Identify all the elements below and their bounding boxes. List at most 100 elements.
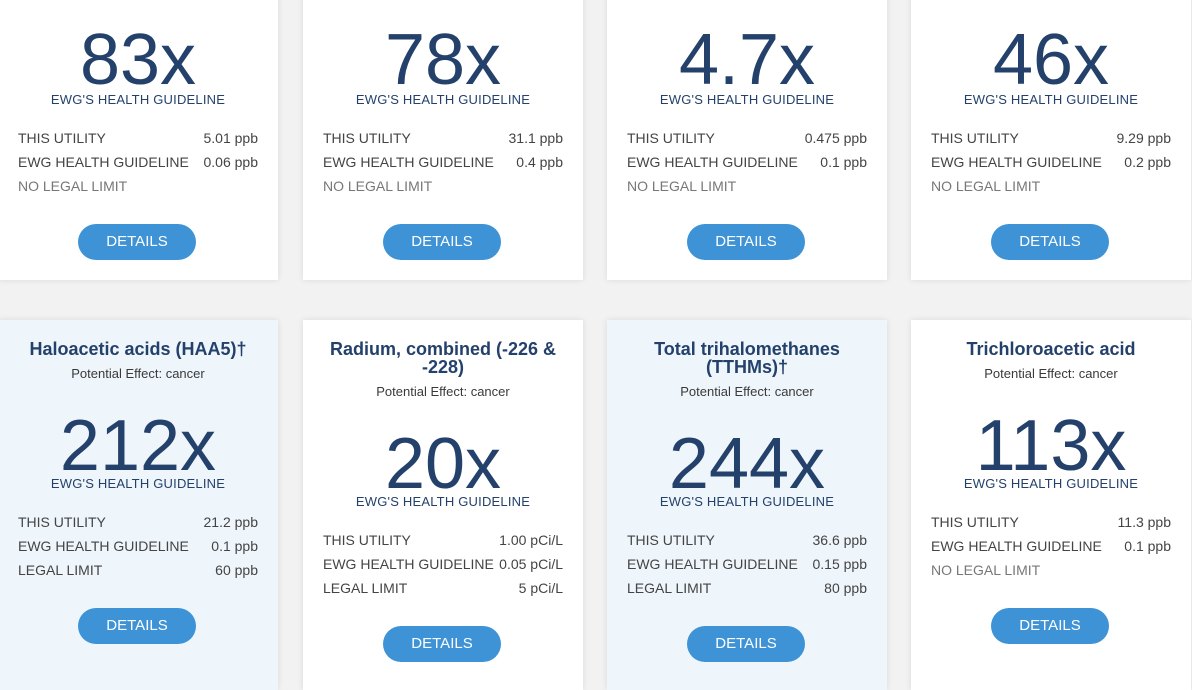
row-label: THIS UTILITY	[323, 532, 411, 548]
guideline-label: EWG'S HEALTH GUIDELINE	[659, 92, 835, 107]
row-label: EWG HEALTH GUIDELINE	[18, 154, 189, 170]
legal-limit-row: LEGAL LIMIT 80 ppb	[627, 576, 867, 600]
row-value: 21.2 ppb	[203, 514, 259, 530]
row-value: 60 ppb	[215, 562, 258, 578]
legal-limit-row: LEGAL LIMIT 60 ppb	[18, 558, 258, 582]
row-label: EWG HEALTH GUIDELINE	[323, 556, 494, 572]
row-value: 0.2 ppb	[1124, 154, 1171, 170]
potential-effect: Potential Effect: cancer	[680, 384, 814, 399]
legal-limit-row: NO LEGAL LIMIT	[931, 174, 1171, 198]
multiplier-value: 78x	[384, 20, 502, 100]
row-label: EWG HEALTH GUIDELINE	[931, 538, 1102, 554]
guideline-label: EWG'S HEALTH GUIDELINE	[50, 92, 226, 107]
row-label: THIS UTILITY	[18, 130, 106, 146]
measurement-rows: THIS UTILITY 21.2 ppb EWG HEALTH GUIDELIN…	[18, 510, 258, 582]
measurement-rows: THIS UTILITY 5.01 ppb EWG HEALTH GUIDELIN…	[18, 126, 258, 198]
multiplier-value: 4.7x	[678, 20, 816, 100]
guideline-row: EWG HEALTH GUIDELINE 0.4 ppb	[323, 150, 563, 174]
multiplier-value: 83x	[79, 20, 197, 100]
legal-limit-row: NO LEGAL LIMIT	[627, 174, 867, 198]
potential-effect: Potential Effect: cancer	[376, 384, 510, 399]
contaminant-title[interactable]: Trichloroacetic acid	[966, 339, 1136, 359]
contaminant-title[interactable]: Radium, combined (-226 & -228)	[329, 339, 557, 377]
row-label: EWG HEALTH GUIDELINE	[18, 538, 189, 554]
row-label: NO LEGAL LIMIT	[323, 178, 433, 194]
guideline-row: EWG HEALTH GUIDELINE 0.15 ppb	[627, 552, 867, 576]
row-value: 9.29 ppb	[1116, 130, 1172, 146]
legal-limit-row: NO LEGAL LIMIT	[323, 174, 563, 198]
legal-limit-row: NO LEGAL LIMIT	[931, 558, 1171, 582]
row-value: 5 pCi/L	[518, 580, 563, 596]
row-label: EWG HEALTH GUIDELINE	[627, 154, 798, 170]
row-label: THIS UTILITY	[931, 130, 1019, 146]
row-value: 0.05 pCi/L	[499, 556, 563, 572]
utility-row: THIS UTILITY 21.2 ppb	[18, 510, 258, 534]
row-label: EWG HEALTH GUIDELINE	[931, 154, 1102, 170]
contaminant-card: Total trihalomethanes (TTHMs)† Potential…	[607, 320, 887, 690]
guideline-row: EWG HEALTH GUIDELINE 0.1 ppb	[18, 534, 258, 558]
guideline-label: EWG'S HEALTH GUIDELINE	[50, 476, 226, 491]
utility-row: THIS UTILITY 31.1 ppb	[323, 126, 563, 150]
guideline-row: EWG HEALTH GUIDELINE 0.05 pCi/L	[323, 552, 563, 576]
row-label: THIS UTILITY	[931, 514, 1019, 530]
row-label: NO LEGAL LIMIT	[627, 178, 737, 194]
row-label: THIS UTILITY	[627, 532, 715, 548]
row-label: NO LEGAL LIMIT	[931, 562, 1041, 578]
guideline-label: EWG'S HEALTH GUIDELINE	[963, 476, 1139, 491]
row-label: LEGAL LIMIT	[323, 580, 408, 596]
contaminant-title[interactable]: Haloacetic acids (HAA5)†	[29, 339, 247, 359]
utility-row: THIS UTILITY 5.01 ppb	[18, 126, 258, 150]
utility-row: THIS UTILITY 36.6 ppb	[627, 528, 867, 552]
details-button[interactable]: DETAILS	[383, 626, 501, 662]
guideline-row: EWG HEALTH GUIDELINE 0.2 ppb	[931, 150, 1171, 174]
details-button[interactable]: DETAILS	[383, 224, 501, 260]
details-button[interactable]: DETAILS	[78, 608, 196, 644]
details-button[interactable]: DETAILS	[991, 224, 1109, 260]
contaminant-card: 4.7x EWG'S HEALTH GUIDELINE THIS UTILITY…	[607, 0, 887, 280]
measurement-rows: THIS UTILITY 31.1 ppb EWG HEALTH GUIDELIN…	[323, 126, 563, 198]
row-value: 0.06 ppb	[203, 154, 259, 170]
multiplier-value: 113x	[975, 406, 1127, 486]
utility-row: THIS UTILITY 1.00 pCi/L	[323, 528, 563, 552]
multiplier-value: 244x	[668, 424, 826, 504]
row-value: 80 ppb	[824, 580, 867, 596]
details-button[interactable]: DETAILS	[991, 608, 1109, 644]
row-label: NO LEGAL LIMIT	[931, 178, 1041, 194]
row-value: 11.3 ppb	[1117, 514, 1171, 530]
row-value: 0.1 ppb	[1124, 538, 1171, 554]
row-label: THIS UTILITY	[627, 130, 715, 146]
row-label: EWG HEALTH GUIDELINE	[323, 154, 494, 170]
measurement-rows: THIS UTILITY 0.475 ppb EWG HEALTH GUIDELI…	[627, 126, 867, 198]
guideline-row: EWG HEALTH GUIDELINE 0.1 ppb	[931, 534, 1171, 558]
row-value: 0.1 ppb	[211, 538, 258, 554]
row-value: 1.00 pCi/L	[499, 532, 563, 548]
row-value: 0.4 ppb	[516, 154, 563, 170]
contaminant-card: Radium, combined (-226 & -228) Potential…	[303, 320, 583, 690]
contaminant-card: Haloacetic acids (HAA5)† Potential Effec…	[0, 320, 278, 690]
contaminant-title[interactable]: Total trihalomethanes (TTHMs)†	[654, 339, 840, 377]
contaminant-card: 78x EWG'S HEALTH GUIDELINE THIS UTILITY 3…	[303, 0, 583, 280]
details-button[interactable]: DETAILS	[78, 224, 196, 260]
potential-effect: Potential Effect: cancer	[71, 366, 205, 381]
measurement-rows: THIS UTILITY 36.6 ppb EWG HEALTH GUIDELIN…	[627, 528, 867, 600]
potential-effect: Potential Effect: cancer	[984, 366, 1118, 381]
legal-limit-row: NO LEGAL LIMIT	[18, 174, 258, 198]
guideline-row: EWG HEALTH GUIDELINE 0.1 ppb	[627, 150, 867, 174]
row-value: 0.1 ppb	[820, 154, 867, 170]
multiplier-value: 46x	[992, 20, 1110, 100]
row-label: EWG HEALTH GUIDELINE	[627, 556, 798, 572]
row-value: 31.1 ppb	[508, 130, 564, 146]
guideline-label: EWG'S HEALTH GUIDELINE	[355, 494, 531, 509]
utility-row: THIS UTILITY 9.29 ppb	[931, 126, 1171, 150]
utility-row: THIS UTILITY 0.475 ppb	[627, 126, 867, 150]
details-button[interactable]: DETAILS	[687, 626, 805, 662]
guideline-label: EWG'S HEALTH GUIDELINE	[963, 92, 1139, 107]
measurement-rows: THIS UTILITY 9.29 ppb EWG HEALTH GUIDELIN…	[931, 126, 1171, 198]
row-label: NO LEGAL LIMIT	[18, 178, 128, 194]
row-label: LEGAL LIMIT	[627, 580, 712, 596]
row-value: 36.6 ppb	[812, 532, 868, 548]
measurement-rows: THIS UTILITY 11.3 ppb EWG HEALTH GUIDELIN…	[931, 510, 1171, 582]
guideline-row: EWG HEALTH GUIDELINE 0.06 ppb	[18, 150, 258, 174]
details-button[interactable]: DETAILS	[687, 224, 805, 260]
contaminant-card: Trichloroacetic acid Potential Effect: c…	[911, 320, 1191, 690]
